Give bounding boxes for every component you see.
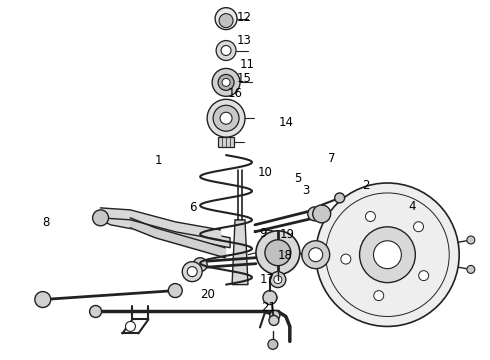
Circle shape [467,236,475,244]
Text: 8: 8 [43,216,50,229]
Text: 10: 10 [257,166,272,179]
Text: 20: 20 [200,288,215,301]
Circle shape [335,193,344,203]
Circle shape [308,207,322,221]
Circle shape [187,267,197,276]
Text: 21: 21 [261,301,276,314]
Circle shape [207,99,245,137]
Circle shape [263,291,277,305]
Text: 11: 11 [240,58,255,71]
Circle shape [418,271,429,280]
Text: 1: 1 [155,154,162,167]
Text: 14: 14 [279,116,294,129]
Circle shape [374,291,384,301]
Circle shape [219,14,233,28]
Circle shape [267,293,277,302]
Circle shape [313,205,331,223]
Text: 6: 6 [189,202,196,215]
Text: 3: 3 [303,184,310,197]
Circle shape [218,75,234,90]
Text: 16: 16 [228,87,243,100]
Circle shape [316,183,459,327]
Circle shape [168,284,182,298]
Text: 17: 17 [260,273,274,286]
Circle shape [309,248,323,262]
Circle shape [268,339,278,349]
Circle shape [274,276,282,284]
Circle shape [302,241,330,269]
Circle shape [269,315,279,325]
Circle shape [215,8,237,30]
Circle shape [216,41,236,60]
Text: 7: 7 [328,152,336,165]
Circle shape [213,105,239,131]
Text: 12: 12 [237,12,252,24]
Polygon shape [232,220,248,285]
Circle shape [366,212,375,221]
Circle shape [35,292,51,307]
Circle shape [414,222,423,232]
Circle shape [90,306,101,318]
Circle shape [270,272,286,288]
Circle shape [125,321,135,332]
Text: 5: 5 [294,172,301,185]
Text: 19: 19 [280,228,295,241]
Circle shape [182,262,202,282]
Circle shape [270,310,280,320]
Text: 9: 9 [260,227,267,240]
Circle shape [212,68,240,96]
Bar [218,137,234,147]
Text: 18: 18 [277,249,292,262]
Circle shape [467,265,475,273]
Circle shape [221,45,231,55]
Circle shape [341,254,351,264]
Circle shape [360,227,416,283]
Polygon shape [100,210,230,248]
Circle shape [220,112,232,124]
Circle shape [256,231,300,275]
Text: 4: 4 [409,201,416,213]
Circle shape [93,210,108,226]
Circle shape [193,258,207,272]
Text: 13: 13 [237,34,251,48]
Text: 15: 15 [237,72,251,85]
Text: 2: 2 [362,179,369,192]
Circle shape [265,240,291,266]
Circle shape [222,78,230,86]
Circle shape [373,241,401,269]
